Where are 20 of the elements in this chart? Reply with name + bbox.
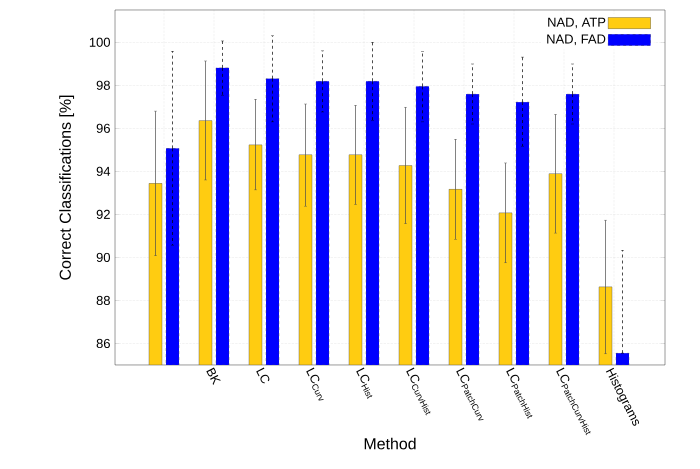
x-tick-label: $\mathrm{LC}_{\mathrm{Curv}}$ (306, 368, 324, 400)
y-axis-title: Correct Classifications [%] (59, 96, 74, 280)
x-tick-label: $\mathrm{LC}_{\mathrm{CurvHist}}$ (406, 368, 431, 416)
x-tick-label: $\mathrm{LC}_{\mathrm{PatchCurv}}$ (456, 368, 484, 420)
y-tick-label: 92 (96, 210, 110, 219)
y-tick-label: 88 (96, 296, 110, 306)
x-tick-label: BK (206, 368, 221, 386)
y-tick-label: 96 (96, 124, 110, 133)
legend-label: NAD, FAD (547, 34, 606, 46)
y-tick-label: 90 (96, 252, 110, 262)
y-tick-label: 100 (90, 38, 110, 47)
x-tick-label: $\mathrm{LC}_{\mathrm{PatchCurvHist}}$ (556, 368, 591, 436)
y-tick-label: 86 (96, 338, 110, 348)
y-tick-label: 98 (96, 80, 110, 90)
legend-label: NAD, ATP (548, 18, 606, 28)
x-tick-label: $\mathrm{LC}_{\mathrm{PatchHist}}$ (506, 368, 533, 419)
x-tick-label: $\mathrm{LC}_{\mathrm{Hist}}$ (356, 368, 372, 400)
x-tick-label: LC (256, 368, 270, 384)
x-axis-title: Method (364, 438, 416, 450)
y-tick-label: 94 (96, 166, 110, 176)
